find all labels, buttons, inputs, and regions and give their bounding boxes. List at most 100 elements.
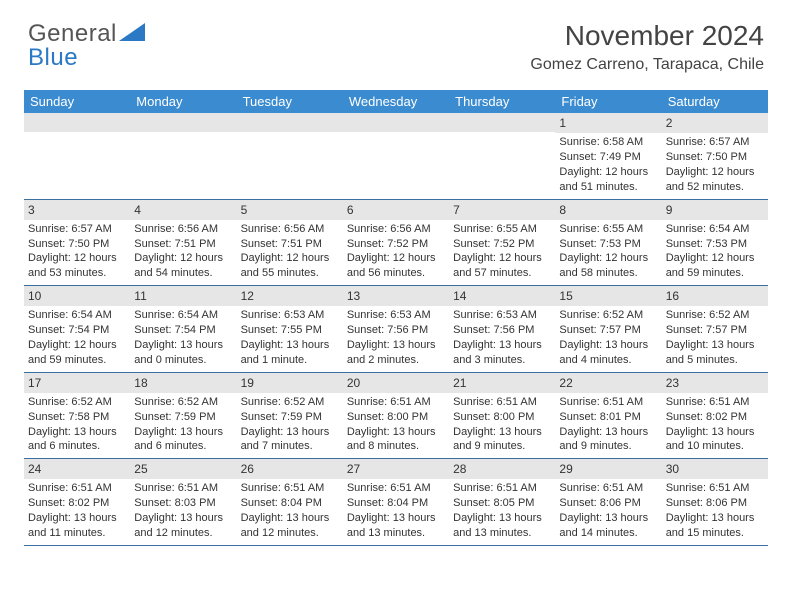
daylight-line: Daylight: 12 hours and 56 minutes. [347, 251, 445, 281]
weeks-container: 1Sunrise: 6:58 AMSunset: 7:49 PMDaylight… [24, 113, 768, 546]
daylight-line: Daylight: 13 hours and 14 minutes. [559, 511, 657, 541]
sunrise-line: Sunrise: 6:58 AM [559, 135, 657, 150]
day-number: 28 [449, 459, 555, 479]
daylight-line: Daylight: 12 hours and 59 minutes. [666, 251, 764, 281]
sunrise-line: Sunrise: 6:51 AM [666, 395, 764, 410]
sunrise-line: Sunrise: 6:56 AM [134, 222, 232, 237]
day-number: 30 [662, 459, 768, 479]
day-number: 11 [130, 286, 236, 306]
sunset-line: Sunset: 7:54 PM [134, 323, 232, 338]
day-cell: 23Sunrise: 6:51 AMSunset: 8:02 PMDayligh… [662, 373, 768, 459]
day-cell: 4 Sunrise: 6:56 AMSunset: 7:51 PMDaylight… [130, 200, 236, 286]
day-number: 14 [449, 286, 555, 306]
sunset-line: Sunset: 7:52 PM [453, 237, 551, 252]
sunset-line: Sunset: 7:51 PM [241, 237, 339, 252]
day-cell: 19Sunrise: 6:52 AMSunset: 7:59 PMDayligh… [237, 373, 343, 459]
sunset-line: Sunset: 7:52 PM [347, 237, 445, 252]
day-number: 26 [237, 459, 343, 479]
day-cell: 15Sunrise: 6:52 AMSunset: 7:57 PMDayligh… [555, 286, 661, 372]
sunrise-line: Sunrise: 6:52 AM [28, 395, 126, 410]
dow-cell: Saturday [662, 90, 768, 113]
daylight-line: Daylight: 12 hours and 58 minutes. [559, 251, 657, 281]
day-number: 25 [130, 459, 236, 479]
daylight-line: Daylight: 13 hours and 12 minutes. [241, 511, 339, 541]
sunset-line: Sunset: 7:56 PM [453, 323, 551, 338]
dow-cell: Monday [130, 90, 236, 113]
day-cell: 3Sunrise: 6:57 AMSunset: 7:50 PMDaylight… [24, 200, 130, 286]
daylight-line: Daylight: 12 hours and 51 minutes. [559, 165, 657, 195]
day-number: 2 [662, 113, 768, 133]
sunrise-line: Sunrise: 6:51 AM [559, 395, 657, 410]
day-number: 9 [662, 200, 768, 220]
header: General November 2024 Gomez Carreno, Tar… [0, 0, 792, 80]
logo-word-blue-wrap: Blue [28, 44, 78, 72]
daylight-line: Daylight: 13 hours and 0 minutes. [134, 338, 232, 368]
day-number: 1 [555, 113, 661, 133]
daylight-line: Daylight: 13 hours and 3 minutes. [453, 338, 551, 368]
day-number: 7 [449, 200, 555, 220]
day-cell: 24Sunrise: 6:51 AMSunset: 8:02 PMDayligh… [24, 459, 130, 545]
day-cell [237, 113, 343, 199]
day-cell: 14Sunrise: 6:53 AMSunset: 7:56 PMDayligh… [449, 286, 555, 372]
sunset-line: Sunset: 8:02 PM [666, 410, 764, 425]
day-number: 4 [130, 200, 236, 220]
day-cell: 6Sunrise: 6:56 AMSunset: 7:52 PMDaylight… [343, 200, 449, 286]
day-number: 19 [237, 373, 343, 393]
day-number: 10 [24, 286, 130, 306]
dow-cell: Thursday [449, 90, 555, 113]
day-cell [343, 113, 449, 199]
day-number: 29 [555, 459, 661, 479]
sunrise-line: Sunrise: 6:51 AM [666, 481, 764, 496]
daylight-line: Daylight: 12 hours and 52 minutes. [666, 165, 764, 195]
sunset-line: Sunset: 8:05 PM [453, 496, 551, 511]
sunset-line: Sunset: 7:55 PM [241, 323, 339, 338]
day-number: 18 [130, 373, 236, 393]
day-number: 8 [555, 200, 661, 220]
day-number: 20 [343, 373, 449, 393]
daylight-line: Daylight: 12 hours and 55 minutes. [241, 251, 339, 281]
blank-band [343, 113, 449, 132]
day-number: 12 [237, 286, 343, 306]
sunrise-line: Sunrise: 6:52 AM [559, 308, 657, 323]
day-number: 13 [343, 286, 449, 306]
week-row: 17Sunrise: 6:52 AMSunset: 7:58 PMDayligh… [24, 373, 768, 460]
day-cell: 27Sunrise: 6:51 AMSunset: 8:04 PMDayligh… [343, 459, 449, 545]
sunset-line: Sunset: 7:59 PM [241, 410, 339, 425]
daylight-line: Daylight: 13 hours and 13 minutes. [453, 511, 551, 541]
day-cell: 7Sunrise: 6:55 AMSunset: 7:52 PMDaylight… [449, 200, 555, 286]
day-number: 5 [237, 200, 343, 220]
blank-band [24, 113, 130, 132]
day-cell: 18Sunrise: 6:52 AMSunset: 7:59 PMDayligh… [130, 373, 236, 459]
sunrise-line: Sunrise: 6:51 AM [134, 481, 232, 496]
daylight-line: Daylight: 12 hours and 54 minutes. [134, 251, 232, 281]
sunset-line: Sunset: 8:00 PM [347, 410, 445, 425]
sunrise-line: Sunrise: 6:52 AM [666, 308, 764, 323]
sunset-line: Sunset: 7:49 PM [559, 150, 657, 165]
sunset-line: Sunset: 8:06 PM [666, 496, 764, 511]
sunset-line: Sunset: 7:51 PM [134, 237, 232, 252]
dow-cell: Tuesday [237, 90, 343, 113]
daylight-line: Daylight: 13 hours and 12 minutes. [134, 511, 232, 541]
sunrise-line: Sunrise: 6:57 AM [666, 135, 764, 150]
sunset-line: Sunset: 7:50 PM [666, 150, 764, 165]
dow-cell: Wednesday [343, 90, 449, 113]
day-of-week-header: SundayMondayTuesdayWednesdayThursdayFrid… [24, 90, 768, 113]
sunset-line: Sunset: 8:02 PM [28, 496, 126, 511]
day-cell [24, 113, 130, 199]
daylight-line: Daylight: 13 hours and 13 minutes. [347, 511, 445, 541]
daylight-line: Daylight: 13 hours and 2 minutes. [347, 338, 445, 368]
daylight-line: Daylight: 13 hours and 10 minutes. [666, 425, 764, 455]
day-cell: 10Sunrise: 6:54 AMSunset: 7:54 PMDayligh… [24, 286, 130, 372]
sunrise-line: Sunrise: 6:51 AM [28, 481, 126, 496]
day-cell [130, 113, 236, 199]
sunset-line: Sunset: 8:03 PM [134, 496, 232, 511]
sunset-line: Sunset: 8:00 PM [453, 410, 551, 425]
daylight-line: Daylight: 12 hours and 57 minutes. [453, 251, 551, 281]
sunrise-line: Sunrise: 6:51 AM [453, 395, 551, 410]
daylight-line: Daylight: 13 hours and 8 minutes. [347, 425, 445, 455]
sunrise-line: Sunrise: 6:52 AM [241, 395, 339, 410]
sunset-line: Sunset: 7:53 PM [666, 237, 764, 252]
sunrise-line: Sunrise: 6:54 AM [666, 222, 764, 237]
daylight-line: Daylight: 13 hours and 4 minutes. [559, 338, 657, 368]
day-cell: 20Sunrise: 6:51 AMSunset: 8:00 PMDayligh… [343, 373, 449, 459]
